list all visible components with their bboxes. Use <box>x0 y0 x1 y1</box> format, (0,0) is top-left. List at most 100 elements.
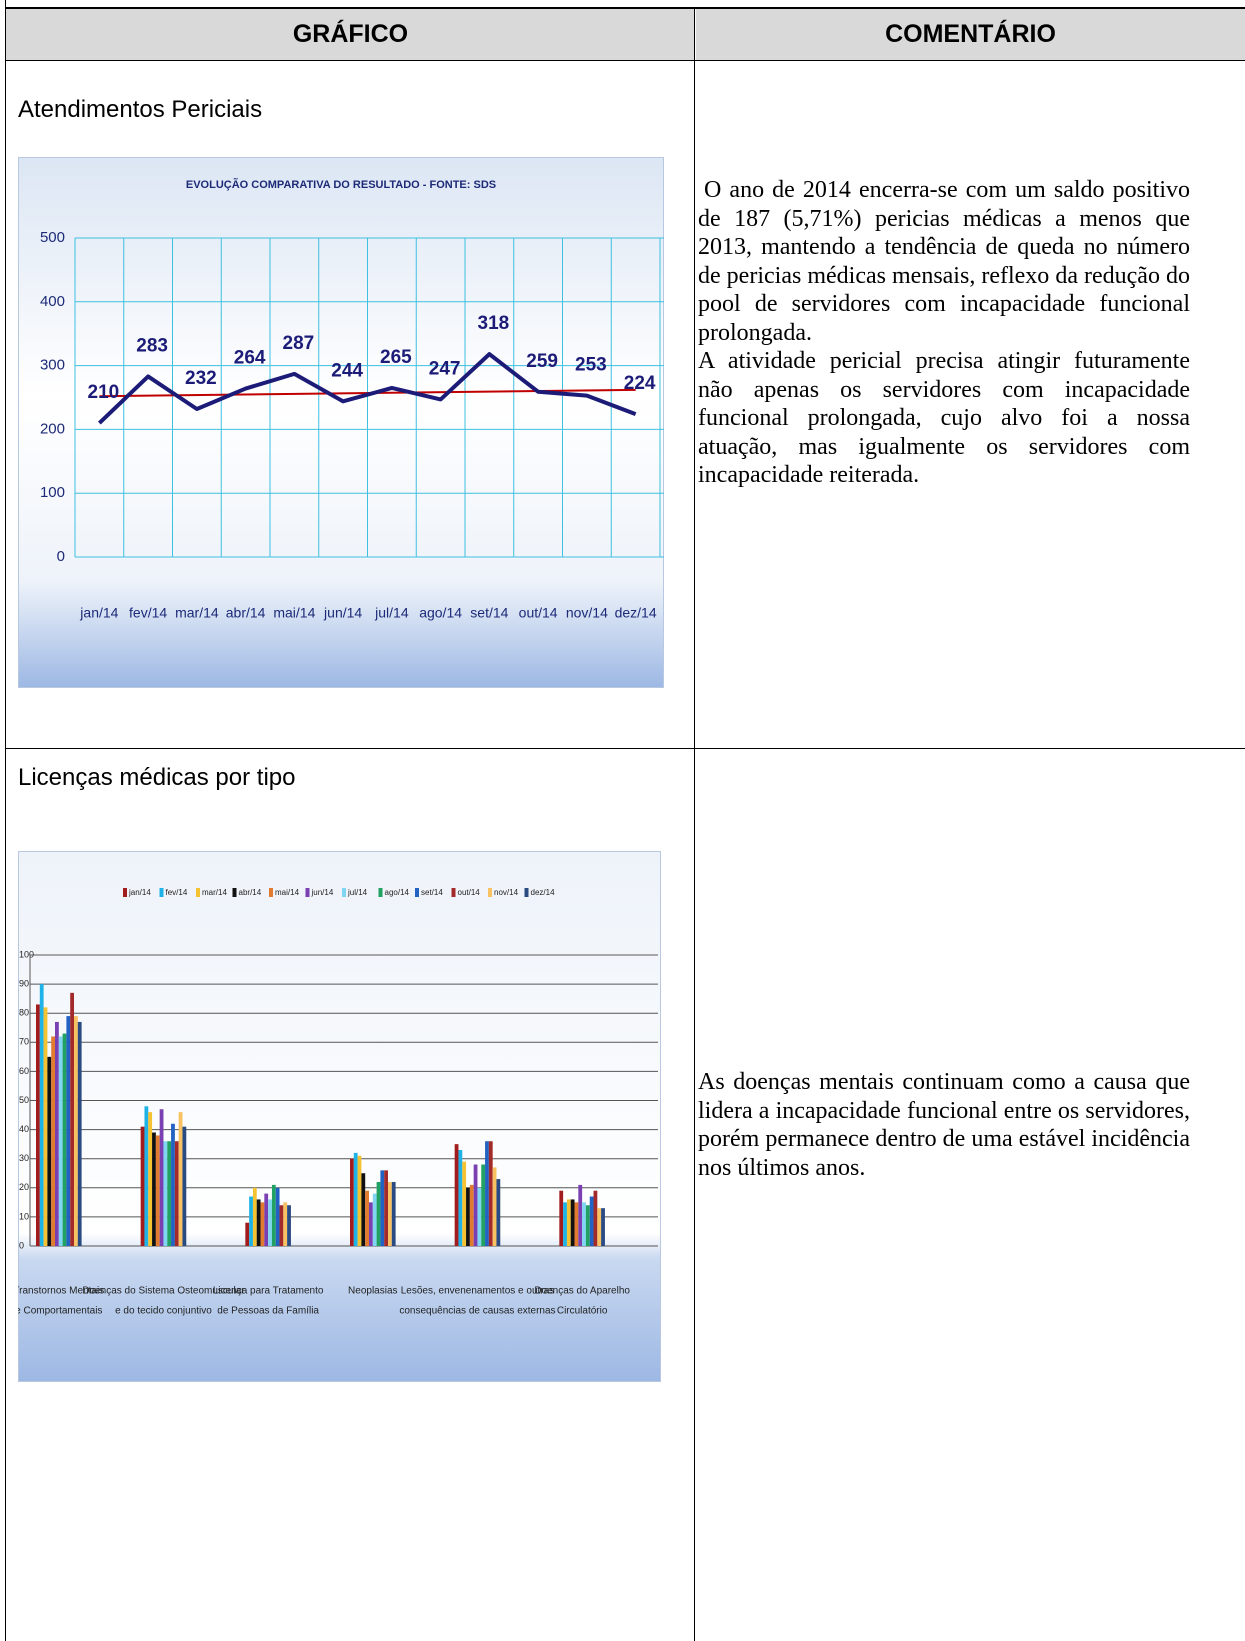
paragraph: A atividade pericial precisa atingir fut… <box>698 348 1190 488</box>
x-tick-label: de Pessoas da Família <box>217 1306 319 1317</box>
bar <box>589 1196 594 1246</box>
x-tick-label: Lesões, envenenamentos e outras <box>401 1286 554 1297</box>
legend-label: mar/14 <box>202 888 227 897</box>
legend-swatch <box>305 888 310 897</box>
section-title: Atendimentos Periciais <box>18 96 263 123</box>
bar <box>167 1141 172 1246</box>
x-tick-label: ago/14 <box>419 605 462 621</box>
bar <box>144 1106 149 1246</box>
bar <box>36 1004 40 1246</box>
y-tick-label: 10 <box>19 1211 29 1221</box>
bar <box>159 1109 164 1246</box>
bar <box>570 1199 575 1246</box>
bar <box>245 1222 250 1246</box>
data-label: 318 <box>478 313 510 334</box>
chart-background <box>18 851 661 1382</box>
bar <box>174 1141 179 1246</box>
x-tick-label: dez/14 <box>615 605 657 621</box>
legend-label: out/14 <box>458 888 481 897</box>
legend-swatch <box>524 888 529 897</box>
legend-swatch <box>269 888 273 897</box>
bar <box>388 1181 392 1246</box>
x-tick-label: consequências de causas externas <box>399 1306 555 1317</box>
data-label: 253 <box>575 355 607 376</box>
x-tick-label: mai/14 <box>273 605 315 621</box>
y-tick-label: 60 <box>19 1066 29 1076</box>
y-tick-label: 40 <box>19 1124 29 1134</box>
data-label: 232 <box>185 368 217 389</box>
bar <box>391 1181 396 1246</box>
legend-swatch <box>488 888 492 897</box>
border <box>5 60 1245 61</box>
bar <box>47 1056 52 1246</box>
bar <box>178 1112 183 1246</box>
section-title: Licenças médicas por tipo <box>18 764 296 791</box>
y-tick-label: 400 <box>40 293 65 310</box>
y-tick-label: 80 <box>19 1008 29 1018</box>
bar <box>372 1193 377 1246</box>
y-tick-label: 100 <box>40 484 65 501</box>
y-tick-label: 70 <box>19 1037 29 1047</box>
bar <box>283 1202 288 1246</box>
bar <box>593 1190 598 1246</box>
legend-swatch <box>196 888 200 897</box>
x-tick-label: Doenças do Sistema Osteomuscular <box>82 1286 245 1297</box>
bar <box>376 1181 381 1246</box>
bar <box>582 1202 586 1246</box>
bar <box>458 1149 463 1246</box>
bar <box>171 1123 175 1246</box>
border <box>5 748 1245 749</box>
x-tick-label: jun/14 <box>323 605 362 621</box>
bar <box>578 1184 583 1246</box>
y-tick-label: 100 <box>19 949 34 959</box>
legend-label: mai/14 <box>275 888 300 897</box>
bar <box>462 1161 467 1246</box>
data-label: 247 <box>429 358 461 379</box>
legend-label: dez/14 <box>531 888 556 897</box>
paragraph: O ano de 2014 encerra-se com um saldo po… <box>698 177 1190 346</box>
bar <box>473 1164 478 1246</box>
y-tick-label: 50 <box>19 1095 29 1105</box>
bar <box>477 1187 482 1246</box>
bar <box>70 992 74 1246</box>
bar <box>287 1205 291 1246</box>
y-tick-label: 300 <box>40 357 65 374</box>
bar <box>481 1164 486 1246</box>
chart-title: EVOLUÇÃO COMPARATIVA DO RESULTADO - FONT… <box>186 178 496 191</box>
bar <box>163 1141 168 1246</box>
bar <box>260 1202 265 1246</box>
bar <box>51 1036 55 1246</box>
bar <box>563 1202 567 1246</box>
bar <box>488 1141 493 1246</box>
x-tick-label: jan/14 <box>79 605 118 621</box>
x-tick-label: Transtornos Mentais <box>18 1286 104 1297</box>
bar <box>252 1187 257 1246</box>
bar <box>140 1126 145 1246</box>
data-label: 264 <box>234 348 266 369</box>
x-tick-label: Doenças do Aparelho <box>534 1286 630 1297</box>
x-tick-label: e Comportamentais <box>18 1306 102 1317</box>
border <box>694 7 695 1641</box>
bar-chart: 0 10 20 30 40 50 60 70 80 90 100 Transtornos Mentai… <box>18 851 661 1382</box>
comment: O ano de 2014 encerra-se com um saldo po… <box>698 176 1190 490</box>
bar <box>271 1184 276 1246</box>
bar <box>264 1193 269 1246</box>
data-label: 210 <box>88 382 120 403</box>
data-label: 287 <box>283 333 315 354</box>
bar <box>384 1170 388 1246</box>
y-tick-label: 500 <box>40 229 65 246</box>
bar <box>182 1126 187 1246</box>
legend-label: nov/14 <box>494 888 519 897</box>
legend-label: set/14 <box>421 888 443 897</box>
bar <box>275 1187 280 1246</box>
x-tick-label: fev/14 <box>129 605 167 621</box>
bar <box>585 1205 590 1246</box>
bar <box>574 1202 579 1246</box>
legend-label: ago/14 <box>385 888 410 897</box>
x-tick-label: mar/14 <box>175 605 219 621</box>
bar <box>43 1007 48 1246</box>
bar <box>496 1179 501 1246</box>
x-tick-label: e do tecido conjuntivo <box>115 1306 212 1317</box>
x-tick-label: set/14 <box>470 605 508 621</box>
